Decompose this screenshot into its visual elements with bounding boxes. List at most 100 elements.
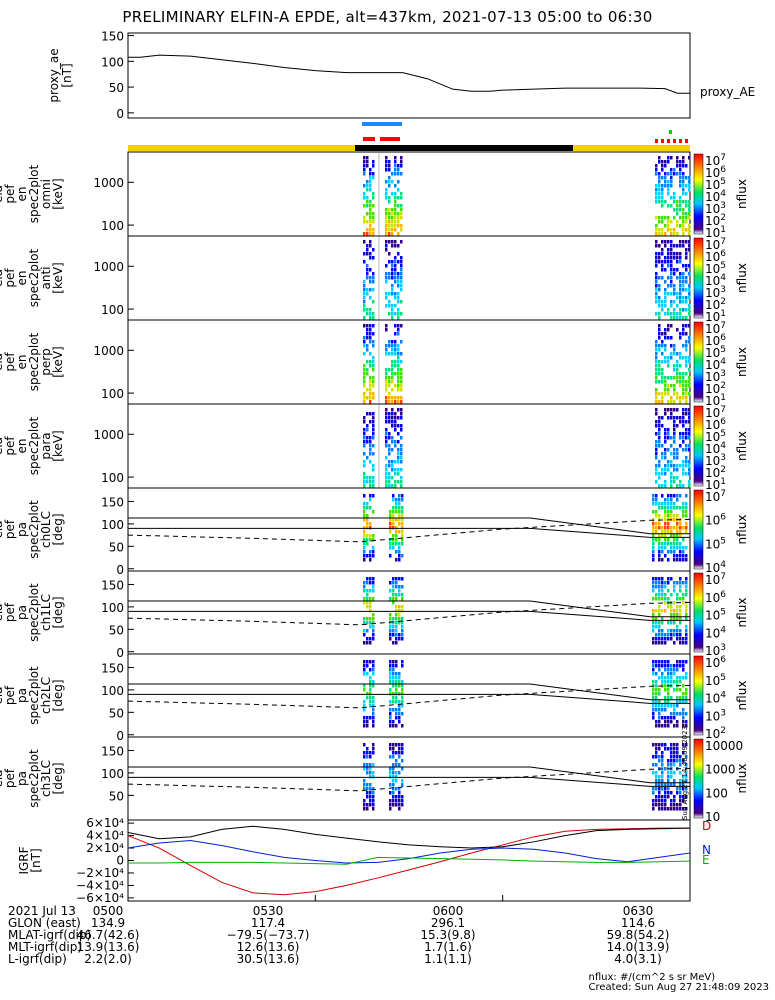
energy-pixel — [369, 224, 372, 228]
pa-pixel — [685, 585, 688, 589]
pa-pixel — [652, 550, 655, 554]
energy-pixel — [400, 360, 403, 364]
energy-pixel — [673, 300, 676, 304]
pa-pixel — [667, 526, 670, 530]
energy-pixel — [667, 308, 670, 312]
energy-pixel — [363, 184, 366, 188]
energy-pixel — [682, 328, 685, 332]
pa-pixel — [392, 542, 395, 546]
colorbar-tick-base: 10 — [705, 514, 720, 528]
energy-pixel — [664, 472, 667, 476]
pa-pixel — [679, 629, 682, 633]
energy-pixel — [664, 412, 667, 416]
pa-pixel — [655, 751, 658, 755]
pa-pixel — [655, 494, 658, 498]
pa-pixel — [679, 558, 682, 562]
energy-pixel — [661, 484, 664, 488]
pa-pixel — [652, 664, 655, 668]
pa-pixel — [389, 771, 392, 775]
pa-pixel — [667, 676, 670, 680]
pa-pixel — [673, 613, 676, 617]
energy-pixel — [682, 184, 685, 188]
energy-pixel — [676, 392, 679, 396]
pa-pixel — [682, 514, 685, 518]
pa-pixel — [369, 637, 372, 641]
colorbar-tick-label: 107 — [705, 572, 726, 587]
energy-pixel — [679, 260, 682, 264]
pa-pixel — [369, 621, 372, 625]
energy-pixel — [397, 452, 400, 456]
energy-pixel — [661, 160, 664, 164]
energy-pixel — [400, 164, 403, 168]
proxy-ae-ytick-label: 100 — [101, 55, 124, 69]
pa-pixel — [685, 546, 688, 550]
energy-pixel — [688, 356, 691, 360]
pa-pixel — [658, 775, 661, 779]
colorbar-tick-label: 106 — [705, 249, 726, 264]
pa-pixel — [395, 641, 398, 645]
energy-pixel — [664, 296, 667, 300]
pa-pixel — [661, 708, 664, 712]
energy-pixel — [385, 464, 388, 468]
energy-pixel — [682, 224, 685, 228]
pa-pixel — [389, 613, 392, 617]
pa-pixel — [682, 759, 685, 763]
colorbar-tick-exponent: 7 — [720, 321, 726, 331]
energy-pixel — [685, 212, 688, 216]
pa-pixel — [398, 550, 401, 554]
pa-pixel — [401, 767, 404, 771]
pa-pixel — [369, 577, 372, 581]
energy-pixel — [670, 172, 673, 176]
pa-pixel — [685, 554, 688, 558]
pa-pixel — [655, 522, 658, 526]
energy-pixel — [372, 444, 375, 448]
energy-pixel — [679, 416, 682, 420]
pa-pixel — [392, 577, 395, 581]
pa-pixel — [401, 617, 404, 621]
energy-pixel — [400, 196, 403, 200]
energy-pixel — [685, 444, 688, 448]
pa-pixel — [673, 629, 676, 633]
energy-pixel — [369, 396, 372, 400]
pa-pixel — [664, 546, 667, 550]
energy-pixel — [673, 400, 676, 404]
pa-pixel — [652, 743, 655, 747]
pa-pixel — [401, 692, 404, 696]
pa-pixel — [401, 514, 404, 518]
energy-pixel — [363, 472, 366, 476]
energy-pixel — [664, 300, 667, 304]
energy-pixel — [679, 200, 682, 204]
pa-pixel — [398, 542, 401, 546]
energy-pixel — [664, 304, 667, 308]
proxy-ae-ytick-label: 50 — [109, 81, 124, 95]
energy-pixel — [385, 440, 388, 444]
pa-pixel — [664, 680, 667, 684]
pa-pixel — [682, 779, 685, 783]
energy-pixel — [385, 348, 388, 352]
energy-pixel — [400, 264, 403, 268]
energy-pixel — [664, 408, 667, 412]
energy-pixel — [685, 372, 688, 376]
energy-pixel — [385, 428, 388, 432]
pa-pixel — [652, 700, 655, 704]
colorbar-label-text: nflux — [735, 431, 749, 461]
energy-pixel — [363, 196, 366, 200]
energy-pixel — [397, 212, 400, 216]
energy-pixel — [661, 304, 664, 308]
pa-pixel — [363, 779, 366, 783]
energy-ylabel-line: [keV] — [51, 430, 65, 461]
pa-pixel — [679, 522, 682, 526]
pa-pixel — [685, 720, 688, 724]
energy-pixel — [667, 356, 670, 360]
pa-pixel — [655, 581, 658, 585]
energy-pixel — [670, 180, 673, 184]
pa-pixel — [652, 688, 655, 692]
energy-pixel — [391, 364, 394, 368]
colorbar-tick-label: 102 — [705, 381, 726, 396]
energy-pixel — [670, 272, 673, 276]
energy-pixel — [664, 200, 667, 204]
pa-pixel — [682, 712, 685, 716]
energy-pixel — [400, 272, 403, 276]
energy-pixel — [661, 184, 664, 188]
